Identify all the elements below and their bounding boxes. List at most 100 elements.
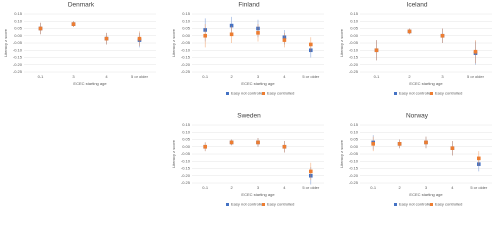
y-tick-label: -0.10 xyxy=(181,47,191,52)
y-tick-label: 0.00 xyxy=(350,33,359,38)
x-tick-label: 2 xyxy=(230,185,233,190)
legend-label: Easy not controlled xyxy=(399,202,433,207)
y-tick-label: -0.15 xyxy=(13,55,23,60)
point xyxy=(203,144,207,149)
point xyxy=(38,26,43,31)
panel: Finland 0.15 0.10 0.05 0.00 -0.05 -0.10 -0.15 -0… xyxy=(171,2,324,96)
figure: Denmark 0.15 0.10 0.05 0.00 -0.05 -0.10 -0.15 -0… xyxy=(3,2,492,207)
y-tick-label: -0.15 xyxy=(181,166,191,171)
legend-label: Easy controlled xyxy=(267,91,294,96)
y-tick-label: -0.25 xyxy=(349,69,359,74)
point xyxy=(397,142,402,146)
y-tick-label: -0.05 xyxy=(13,40,23,45)
point xyxy=(229,23,234,28)
legend-label: Easy controlled xyxy=(267,202,294,207)
y-tick-label: 0.15 xyxy=(182,11,191,16)
y-tick-label: 0.00 xyxy=(182,33,191,38)
y-tick-label: -0.10 xyxy=(181,158,191,163)
y-tick-label: 0.05 xyxy=(350,26,359,31)
point xyxy=(450,146,455,150)
panel: Sweden 0.15 0.10 0.05 0.00 -0.05 -0.10 -0.15 -0.… xyxy=(171,113,324,207)
y-tick-label: 0.10 xyxy=(350,129,359,134)
y-tick-label: 0.05 xyxy=(182,137,191,142)
y-tick-label: 0.15 xyxy=(182,122,191,127)
x-tick-label: 4 xyxy=(283,74,286,79)
point xyxy=(203,33,207,38)
legend-swatch xyxy=(262,203,265,206)
point xyxy=(282,38,287,42)
point xyxy=(440,33,445,38)
x-tick-label: 0-1 xyxy=(202,185,209,190)
chart-title: Iceland xyxy=(407,2,428,9)
point xyxy=(71,22,76,26)
point xyxy=(282,144,287,149)
point xyxy=(424,140,428,145)
y-axis-label: Literacy z score xyxy=(171,28,176,57)
y-tick-label: 0.10 xyxy=(182,129,191,134)
x-axis-label: ECEC starting age xyxy=(241,192,275,197)
x-tick-label: 2 xyxy=(398,185,401,190)
y-tick-label: 0.00 xyxy=(350,144,359,149)
y-tick-label: -0.05 xyxy=(181,40,191,45)
x-tick-label: 4 xyxy=(105,74,108,79)
legend-swatch xyxy=(226,203,229,206)
page: Denmark 0.15 0.10 0.05 0.00 -0.05 -0.10 -0.15 -0… xyxy=(3,1,492,207)
y-tick-label: -0.20 xyxy=(349,62,359,67)
point xyxy=(371,142,375,146)
panel: Norway 0.15 0.10 0.05 0.00 -0.05 -0.10 -0.15 -0.… xyxy=(339,113,492,207)
x-tick-label: 0-1 xyxy=(370,185,377,190)
point xyxy=(473,49,478,54)
legend-label: Easy not controlled xyxy=(399,91,433,96)
y-tick-label: 0.05 xyxy=(182,26,191,31)
panel: Iceland 0.15 0.10 0.05 0.00 -0.05 -0.10 -0.15 -0… xyxy=(339,2,492,96)
x-tick-label: 0-1 xyxy=(38,74,45,79)
legend-swatch xyxy=(430,203,433,206)
y-tick-label: -0.25 xyxy=(349,180,359,185)
y-tick-label: 0.00 xyxy=(182,144,191,149)
x-tick-label: 5 or older xyxy=(470,185,488,190)
y-tick-label: -0.20 xyxy=(181,62,191,67)
y-tick-label: 0.10 xyxy=(182,18,191,23)
x-axis-label: ECEC starting age xyxy=(409,192,443,197)
y-axis-label: Literacy z score xyxy=(3,28,8,57)
y-tick-label: -0.25 xyxy=(181,180,191,185)
chart-title: Sweden xyxy=(237,113,261,120)
legend-swatch xyxy=(394,203,397,206)
x-tick-label: 4 xyxy=(283,185,286,190)
y-tick-label: 0.10 xyxy=(350,18,359,23)
x-tick-label: 3 xyxy=(72,74,75,79)
legend-label: Easy not controlled xyxy=(231,91,265,96)
y-tick-label: -0.20 xyxy=(13,62,23,67)
legend-label: Easy not controlled xyxy=(231,202,265,207)
y-tick-label: -0.10 xyxy=(13,47,23,52)
y-tick-label: -0.25 xyxy=(13,69,23,74)
point xyxy=(256,31,260,35)
legend-swatch xyxy=(394,92,397,95)
point xyxy=(477,156,481,161)
y-axis-label: Literacy z score xyxy=(339,28,344,57)
point xyxy=(104,36,109,41)
x-axis-label: ECEC starting age xyxy=(241,81,275,86)
y-tick-label: -0.05 xyxy=(181,151,191,156)
y-tick-label: -0.05 xyxy=(349,40,359,45)
y-tick-label: -0.25 xyxy=(181,69,191,74)
x-tick-label: 5 or older xyxy=(302,185,320,190)
panel: Denmark 0.15 0.10 0.05 0.00 -0.05 -0.10 -0.15 -0… xyxy=(3,2,156,86)
y-tick-label: 0.05 xyxy=(14,26,23,31)
x-tick-label: 5 or older xyxy=(467,74,485,79)
y-tick-label: -0.20 xyxy=(181,173,191,178)
y-tick-label: -0.15 xyxy=(349,166,359,171)
x-tick-label: 3 xyxy=(425,185,428,190)
y-tick-label: 0.15 xyxy=(350,11,359,16)
x-tick-label: 0-1 xyxy=(374,74,381,79)
x-tick-label: 3 xyxy=(257,74,260,79)
y-tick-label: -0.05 xyxy=(349,151,359,156)
chart-title: Denmark xyxy=(68,2,95,9)
y-axis-label: Literacy z score xyxy=(339,139,344,168)
x-tick-label: 3 xyxy=(257,185,260,190)
x-tick-label: 5 or older xyxy=(131,74,149,79)
y-tick-label: -0.15 xyxy=(181,55,191,60)
x-tick-label: 4 xyxy=(451,185,454,190)
point xyxy=(229,140,234,145)
y-tick-label: -0.10 xyxy=(349,47,359,52)
